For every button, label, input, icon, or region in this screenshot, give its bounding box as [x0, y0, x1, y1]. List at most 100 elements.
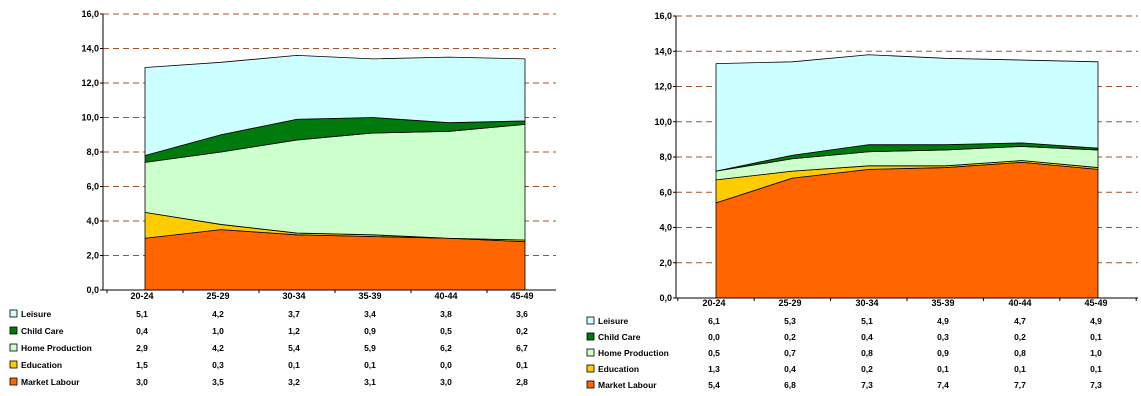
data-label: 1,0 [1090, 348, 1102, 358]
x-tick-label: 40-44 [1008, 298, 1031, 308]
x-tick-label: 35-39 [358, 291, 381, 301]
x-tick-label: 30-34 [282, 291, 305, 301]
data-label: 0,9 [937, 348, 949, 358]
data-label: 6,1 [708, 316, 720, 326]
legend-label: Child Care [598, 332, 641, 342]
data-label: 3,4 [364, 309, 376, 319]
data-label: 0,1 [516, 360, 528, 370]
legend-swatch-child-care [9, 326, 18, 335]
x-tick-label: 35-39 [931, 298, 954, 308]
data-label: 4,9 [1090, 316, 1102, 326]
y-tick-label: 6,0 [86, 182, 99, 192]
data-label: 0,9 [364, 326, 376, 336]
data-label: 3,5 [212, 377, 224, 387]
data-label: 2,9 [136, 343, 148, 353]
data-label: 7,3 [1090, 380, 1102, 390]
legend-label: Leisure [598, 316, 629, 326]
data-label: 4,7 [1014, 316, 1026, 326]
data-label: 0,2 [784, 332, 796, 342]
legend-label: Education [598, 364, 639, 374]
data-label: 4,2 [212, 343, 224, 353]
x-tick-label: 20-24 [702, 298, 725, 308]
legend-label: Child Care [21, 326, 64, 336]
y-tick-label: 14,0 [654, 46, 672, 56]
data-label: 1,5 [136, 360, 148, 370]
data-label: 1,0 [212, 326, 224, 336]
legend-swatch-child-care [586, 332, 595, 341]
data-label: 5,4 [708, 380, 720, 390]
data-label: 5,3 [784, 316, 796, 326]
data-label: 3,7 [288, 309, 300, 319]
data-label: 0,8 [861, 348, 873, 358]
x-tick-label: 45-49 [1084, 298, 1107, 308]
y-tick-label: 0,0 [659, 293, 672, 303]
legend-label: Home Production [598, 348, 669, 358]
y-tick-label: 8,0 [86, 147, 99, 157]
chart-right: 0,0 2,0 4,0 6,0 8,0 10,0 12,0 14,0 16,0 20-24 25-2… [586, 11, 1138, 390]
data-label: 0,1 [1090, 364, 1102, 374]
data-label: 0,3 [212, 360, 224, 370]
x-tick-label: 40-44 [434, 291, 457, 301]
data-label: 0,2 [1014, 332, 1026, 342]
data-label: 0,5 [708, 348, 720, 358]
area-leisure [144, 55, 526, 156]
data-label: 3,0 [440, 377, 452, 387]
data-label: 0,1 [364, 360, 376, 370]
data-label: 0,7 [784, 348, 796, 358]
y-tick-label: 2,0 [659, 258, 672, 268]
data-label: 3,8 [440, 309, 452, 319]
data-label: 7,3 [861, 380, 873, 390]
data-label: 0,4 [136, 326, 148, 336]
chart-left: 0,0 2,0 4,0 6,0 8,0 10,0 12,0 14,0 16,0 20-24 25-2… [9, 9, 556, 387]
y-tick-label: 0,0 [86, 285, 99, 295]
legend-label: Leisure [21, 309, 52, 319]
area-leisure [715, 54, 1099, 172]
legend-swatch-home-production [586, 348, 595, 357]
x-tick-label: 45-49 [510, 291, 533, 301]
data-label: 0,2 [861, 364, 873, 374]
legend-swatch-leisure [586, 316, 595, 325]
y-tick-label: 8,0 [659, 152, 672, 162]
y-tick-label: 10,0 [654, 117, 672, 127]
legend-swatch-leisure [9, 309, 18, 318]
y-tick-label: 6,0 [659, 187, 672, 197]
data-label: 3,2 [288, 377, 300, 387]
data-label: 3,0 [136, 377, 148, 387]
data-label: 7,7 [1014, 380, 1026, 390]
data-label: 0,1 [1090, 332, 1102, 342]
data-label: 1,3 [708, 364, 720, 374]
legend-swatch-home-production [9, 343, 18, 352]
data-label: 5,1 [861, 316, 873, 326]
data-label: 6,2 [440, 343, 452, 353]
x-tick-label: 30-34 [855, 298, 878, 308]
data-label: 4,2 [212, 309, 224, 319]
x-tick-label: 25-29 [206, 291, 229, 301]
data-label: 0,1 [288, 360, 300, 370]
data-label: 0,4 [784, 364, 796, 374]
y-tick-label: 4,0 [659, 223, 672, 233]
y-tick-label: 10,0 [81, 113, 99, 123]
legend-label: Market Labour [598, 380, 657, 390]
data-label: 0,0 [440, 360, 452, 370]
data-label: 3,1 [364, 377, 376, 387]
legend-swatch-market-labour [586, 380, 595, 389]
y-tick-label: 4,0 [86, 216, 99, 226]
legend-label: Home Production [21, 343, 92, 353]
x-tick-label: 20-24 [130, 291, 153, 301]
data-label: 5,9 [364, 343, 376, 353]
legend-swatch-education [586, 364, 595, 373]
y-tick-label: 16,0 [654, 11, 672, 21]
data-label: 1,2 [288, 326, 300, 336]
legend-label: Education [21, 360, 62, 370]
data-label: 2,8 [516, 377, 528, 387]
data-label: 5,4 [288, 343, 300, 353]
data-label: 0,0 [708, 332, 720, 342]
data-label: 0,2 [516, 326, 528, 336]
legend-label: Market Labour [21, 377, 80, 387]
y-tick-label: 12,0 [81, 78, 99, 88]
data-label: 3,6 [516, 309, 528, 319]
y-tick-label: 12,0 [654, 82, 672, 92]
data-label: 6,8 [784, 380, 796, 390]
data-label: 4,9 [937, 316, 949, 326]
